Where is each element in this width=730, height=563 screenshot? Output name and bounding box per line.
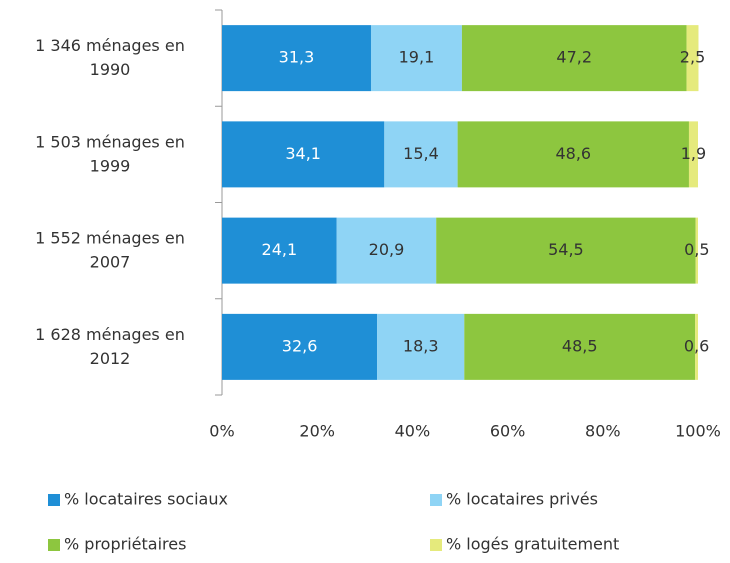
data-label: 0,5 <box>684 240 709 259</box>
data-label: 31,3 <box>279 48 315 67</box>
legend-label: % locataires privés <box>446 490 598 509</box>
bar-segment <box>461 25 687 92</box>
legend-label: % propriétaires <box>64 535 186 554</box>
y-tick-label: 1 346 ménages en 1990 <box>35 36 185 79</box>
bar-segment <box>457 121 689 188</box>
bar-segment <box>222 121 385 188</box>
data-label: 24,1 <box>262 240 298 259</box>
legend-swatch <box>48 494 60 506</box>
bar-segment <box>384 121 458 188</box>
data-label: 48,6 <box>555 144 591 163</box>
y-tick-label: 1 628 ménages en 2012 <box>35 324 185 367</box>
legend-label: % logés gratuitement <box>446 535 619 554</box>
y-tick-label: 1 552 ménages en 2007 <box>35 228 185 271</box>
data-label: 47,2 <box>556 48 592 67</box>
data-label: 0,6 <box>684 336 709 355</box>
data-label: 19,1 <box>399 48 435 67</box>
x-tick-label: 0% <box>209 422 234 441</box>
data-label: 18,3 <box>403 336 439 355</box>
bar-segment <box>686 25 699 92</box>
bar-segment <box>688 121 698 188</box>
x-tick-label: 60% <box>490 422 526 441</box>
data-label: 32,6 <box>282 336 318 355</box>
y-tick-label: 1 503 ménages en 1999 <box>35 132 185 175</box>
bar-segment <box>370 25 462 92</box>
x-tick-label: 80% <box>585 422 621 441</box>
data-label: 20,9 <box>369 240 405 259</box>
bar-segment <box>336 217 437 284</box>
data-label: 34,1 <box>285 144 321 163</box>
bar-segment <box>222 217 337 284</box>
data-label: 48,5 <box>562 336 598 355</box>
legend-swatch <box>48 539 60 551</box>
legend-swatch <box>430 539 442 551</box>
bar-segment <box>377 313 465 380</box>
bar-segment <box>436 217 696 284</box>
data-label: 2,5 <box>680 48 705 67</box>
data-label: 1,9 <box>681 144 706 163</box>
bar-segment <box>222 25 371 92</box>
legend-swatch <box>430 494 442 506</box>
legend-label: % locataires sociaux <box>64 490 228 509</box>
bar-segment <box>695 217 698 284</box>
x-tick-label: 40% <box>395 422 431 441</box>
x-tick-label: 100% <box>675 422 721 441</box>
x-tick-label: 20% <box>299 422 335 441</box>
bar-segment <box>695 313 698 380</box>
data-label: 54,5 <box>548 240 584 259</box>
data-label: 15,4 <box>403 144 439 163</box>
bar-segment <box>464 313 696 380</box>
bar-segment <box>222 313 378 380</box>
